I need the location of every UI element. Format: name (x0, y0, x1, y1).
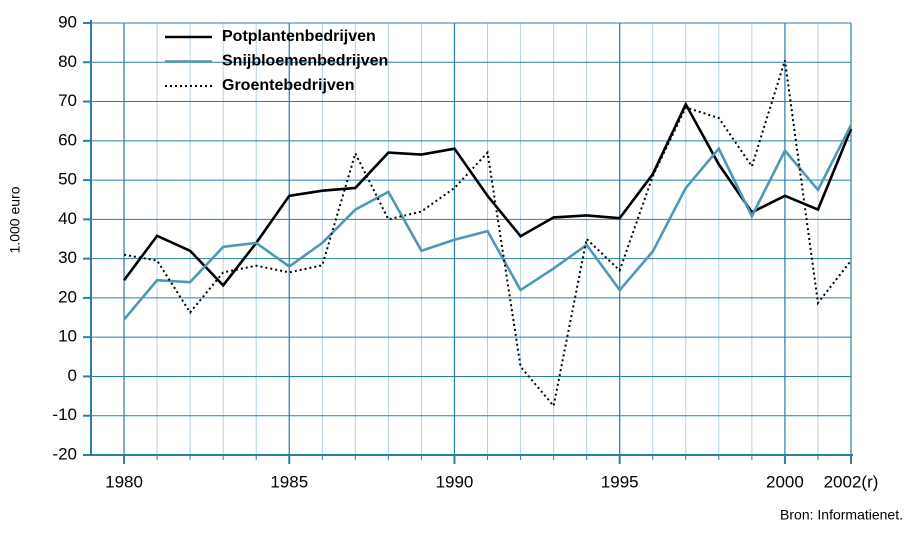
x-tick-label: 1995 (601, 472, 639, 491)
y-tick-label: 30 (58, 248, 77, 267)
y-tick-label: -10 (52, 405, 77, 424)
series-line (123, 124, 853, 321)
y-tick-label: 80 (58, 52, 77, 71)
y-tick-label: 20 (58, 287, 77, 306)
series-line (123, 101, 853, 288)
y-tick-label: 90 (58, 12, 77, 31)
y-tick-label: 60 (58, 130, 77, 149)
x-tick-label: 1985 (270, 472, 308, 491)
y-tick-label: -20 (52, 444, 77, 463)
legend-label: Potplantenbedrijven (222, 28, 376, 45)
legend-label: Snijbloemenbedrijven (222, 53, 388, 70)
legend-label: Groentebedrijven (222, 77, 354, 94)
source: Bron: Informatienet. (780, 507, 903, 523)
y-axis-label: 1.000 euro (7, 186, 23, 253)
x-tick-label: 1990 (436, 472, 474, 491)
y-tick-label: 0 (68, 366, 77, 385)
y-tick-label: 10 (58, 327, 77, 346)
x-tick-label: 2000 (766, 472, 804, 491)
x-tick-label: 2002(r) (824, 472, 879, 491)
y-tick-label: 50 (58, 170, 77, 189)
y-tick-label: 70 (58, 91, 77, 110)
x-tick-label: 1980 (105, 472, 143, 491)
series-line (123, 60, 852, 409)
y-tick-label: 40 (58, 209, 77, 228)
